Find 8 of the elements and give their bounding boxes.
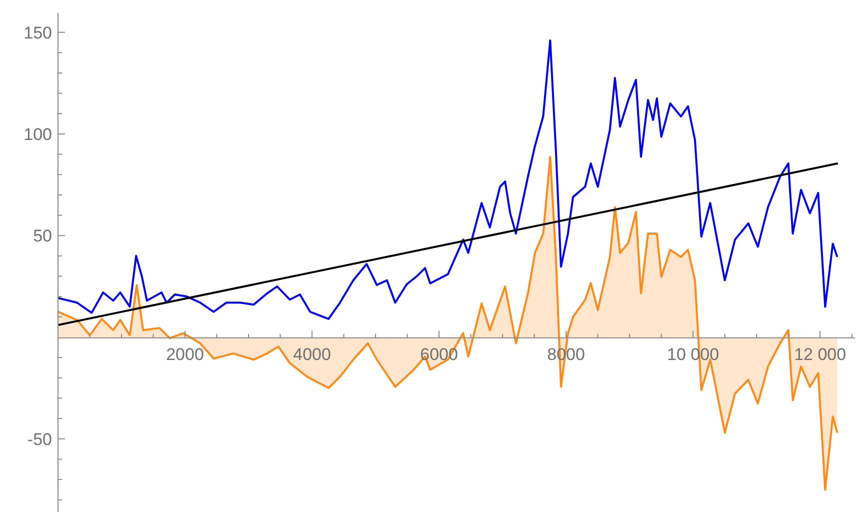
line-series xyxy=(58,39,838,320)
y-tick-label: 50 xyxy=(33,226,52,246)
y-tick-label: 150 xyxy=(24,23,52,42)
y-tick-label: -50 xyxy=(27,430,52,449)
x-tick-label: 2000 xyxy=(166,344,204,364)
y-tick-label: 100 xyxy=(24,124,52,144)
x-tick-label: 12 000 xyxy=(794,344,846,364)
x-tick-label: 4000 xyxy=(293,344,331,364)
